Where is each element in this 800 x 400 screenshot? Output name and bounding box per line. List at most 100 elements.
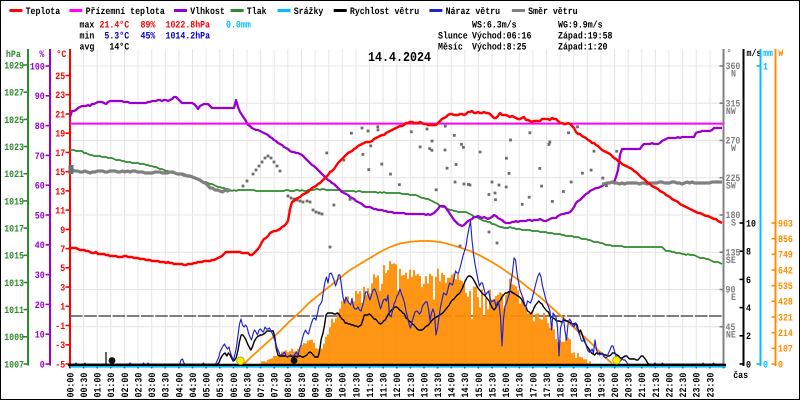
svg-text:5.3°C: 5.3°C bbox=[104, 30, 129, 41]
svg-text:1027: 1027 bbox=[4, 88, 24, 99]
svg-text:09:30: 09:30 bbox=[324, 373, 335, 398]
svg-text:1021: 1021 bbox=[4, 169, 24, 180]
svg-text:90: 90 bbox=[726, 285, 736, 296]
svg-text:7: 7 bbox=[60, 244, 65, 255]
svg-text:9: 9 bbox=[60, 225, 65, 236]
svg-text:15:00: 15:00 bbox=[474, 373, 485, 398]
svg-text:08:30: 08:30 bbox=[297, 373, 308, 398]
svg-text:06:00: 06:00 bbox=[229, 373, 240, 398]
svg-text:1019: 1019 bbox=[4, 196, 24, 207]
svg-text:10:30: 10:30 bbox=[351, 373, 362, 398]
svg-text:21:30: 21:30 bbox=[651, 373, 662, 398]
svg-text:09:00: 09:00 bbox=[311, 373, 322, 398]
svg-text:90: 90 bbox=[35, 91, 45, 102]
svg-text:10: 10 bbox=[35, 330, 45, 341]
svg-text:Slunce: Slunce bbox=[438, 30, 468, 41]
svg-text:6: 6 bbox=[746, 275, 751, 286]
svg-text:Náraz větru: Náraz větru bbox=[446, 6, 501, 17]
svg-text:Měsíc: Měsíc bbox=[438, 41, 463, 52]
svg-text:2: 2 bbox=[746, 331, 751, 342]
svg-text:16:00: 16:00 bbox=[501, 373, 512, 398]
svg-text:07:30: 07:30 bbox=[270, 373, 281, 398]
svg-text:135: 135 bbox=[726, 247, 741, 258]
svg-text:20: 20 bbox=[35, 300, 45, 311]
svg-text:14.4.2024: 14.4.2024 bbox=[368, 51, 431, 66]
svg-text:5: 5 bbox=[60, 263, 65, 274]
svg-text:18:00: 18:00 bbox=[556, 373, 567, 398]
svg-text:25: 25 bbox=[55, 71, 65, 82]
svg-text:23:30: 23:30 bbox=[705, 373, 716, 398]
svg-text:05:00: 05:00 bbox=[202, 373, 213, 398]
svg-text:214: 214 bbox=[778, 328, 793, 339]
svg-text:00:00: 00:00 bbox=[65, 373, 76, 398]
svg-text:Východ:06:16: Východ:06:16 bbox=[472, 30, 531, 41]
svg-text:315: 315 bbox=[726, 98, 741, 109]
svg-text:1015: 1015 bbox=[4, 251, 24, 262]
svg-text:17:30: 17:30 bbox=[542, 373, 553, 398]
svg-text:642: 642 bbox=[778, 265, 793, 276]
svg-text:-1: -1 bbox=[55, 321, 65, 332]
svg-text:963: 963 bbox=[778, 218, 793, 229]
svg-text:1013: 1013 bbox=[4, 278, 24, 289]
svg-text:NW: NW bbox=[726, 106, 736, 117]
svg-text:89%: 89% bbox=[141, 19, 156, 30]
svg-text:0: 0 bbox=[746, 359, 751, 370]
svg-text:13: 13 bbox=[55, 186, 65, 197]
svg-text:30: 30 bbox=[35, 270, 45, 281]
svg-text:14:00: 14:00 bbox=[447, 373, 458, 398]
svg-text:SW: SW bbox=[726, 180, 736, 191]
svg-text:0: 0 bbox=[763, 359, 768, 370]
svg-text:04:30: 04:30 bbox=[188, 373, 199, 398]
svg-text:12:00: 12:00 bbox=[392, 373, 403, 398]
svg-text:1: 1 bbox=[763, 61, 768, 72]
svg-text:m/s: m/s bbox=[747, 48, 762, 59]
svg-text:22:30: 22:30 bbox=[678, 373, 689, 398]
svg-text:15:30: 15:30 bbox=[488, 373, 499, 398]
svg-text:10: 10 bbox=[746, 218, 756, 229]
svg-text:02:00: 02:00 bbox=[120, 373, 131, 398]
svg-text:1022.8hPa: 1022.8hPa bbox=[166, 19, 211, 30]
svg-text:20:00: 20:00 bbox=[610, 373, 621, 398]
svg-text:535: 535 bbox=[778, 281, 793, 292]
svg-text:70: 70 bbox=[35, 151, 45, 162]
svg-text:1014.2hPa: 1014.2hPa bbox=[166, 30, 211, 41]
svg-text:1023: 1023 bbox=[4, 142, 24, 153]
svg-text:-3: -3 bbox=[55, 340, 65, 351]
svg-text:01:00: 01:00 bbox=[93, 373, 104, 398]
svg-text:19:00: 19:00 bbox=[583, 373, 594, 398]
svg-text:13:30: 13:30 bbox=[433, 373, 444, 398]
svg-text:18:30: 18:30 bbox=[569, 373, 580, 398]
svg-text:22:00: 22:00 bbox=[664, 373, 675, 398]
svg-text:hPa: hPa bbox=[6, 49, 21, 60]
svg-text:%: % bbox=[39, 49, 44, 60]
svg-text:W: W bbox=[778, 48, 783, 59]
svg-text:14:30: 14:30 bbox=[460, 373, 471, 398]
svg-text:14°C: 14°C bbox=[109, 41, 129, 52]
svg-text:03:00: 03:00 bbox=[147, 373, 158, 398]
svg-text:16:30: 16:30 bbox=[515, 373, 526, 398]
svg-text:07:00: 07:00 bbox=[256, 373, 267, 398]
svg-text:03:30: 03:30 bbox=[161, 373, 172, 398]
svg-text:4: 4 bbox=[746, 303, 751, 314]
svg-text:1009: 1009 bbox=[4, 332, 24, 343]
svg-text:20:30: 20:30 bbox=[624, 373, 635, 398]
svg-text:11:00: 11:00 bbox=[365, 373, 376, 398]
svg-text:05:30: 05:30 bbox=[215, 373, 226, 398]
svg-text:10:00: 10:00 bbox=[338, 373, 349, 398]
svg-text:W: W bbox=[731, 143, 736, 154]
svg-text:avg: avg bbox=[80, 41, 95, 52]
svg-text:Rychlost větru: Rychlost větru bbox=[350, 6, 419, 17]
svg-text:1017: 1017 bbox=[4, 224, 24, 235]
svg-text:749: 749 bbox=[778, 250, 793, 261]
svg-text:428: 428 bbox=[778, 297, 793, 308]
svg-text:E: E bbox=[731, 292, 736, 303]
svg-text:N: N bbox=[731, 69, 736, 80]
svg-text:360: 360 bbox=[726, 61, 741, 72]
svg-text:1029: 1029 bbox=[4, 60, 24, 71]
svg-text:Západ:1:20: Západ:1:20 bbox=[558, 41, 608, 52]
svg-text:19: 19 bbox=[55, 129, 65, 140]
svg-text:19:30: 19:30 bbox=[596, 373, 607, 398]
svg-text:-5: -5 bbox=[55, 359, 65, 370]
svg-text:11:30: 11:30 bbox=[379, 373, 390, 398]
svg-text:60: 60 bbox=[35, 181, 45, 192]
